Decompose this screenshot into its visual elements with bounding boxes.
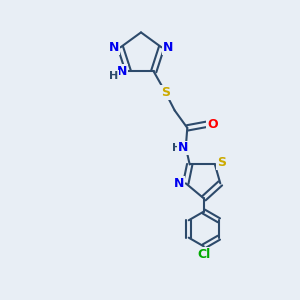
Text: N: N xyxy=(116,65,127,78)
Text: N: N xyxy=(178,142,189,154)
Text: N: N xyxy=(163,41,173,54)
Text: S: S xyxy=(217,157,226,169)
Text: N: N xyxy=(109,41,119,54)
Text: H: H xyxy=(172,143,181,153)
Text: Cl: Cl xyxy=(197,248,210,261)
Text: O: O xyxy=(207,118,217,131)
Text: H: H xyxy=(109,71,118,81)
Text: S: S xyxy=(161,86,170,99)
Text: N: N xyxy=(174,177,184,190)
